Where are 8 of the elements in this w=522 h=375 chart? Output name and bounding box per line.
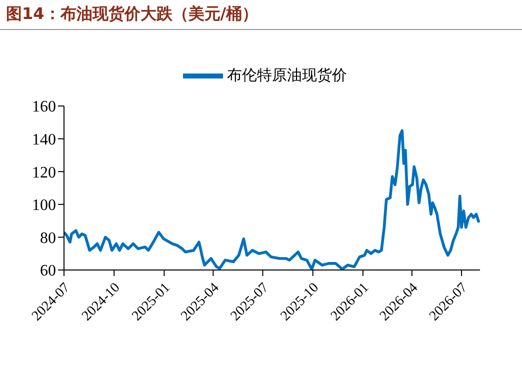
y-tick-label: 140 [32, 131, 56, 148]
y-tick-label: 120 [32, 164, 56, 182]
y-tick-label: 80 [40, 230, 56, 247]
chart-title: 图14：布油现货价大跌（美元/桶） [0, 0, 522, 30]
y-tick-label: 100 [32, 197, 56, 214]
y-tick-label: 160 [32, 98, 56, 116]
legend-label: 布伦特原油现货价 [227, 66, 347, 84]
y-tick-label: 60 [40, 262, 56, 280]
